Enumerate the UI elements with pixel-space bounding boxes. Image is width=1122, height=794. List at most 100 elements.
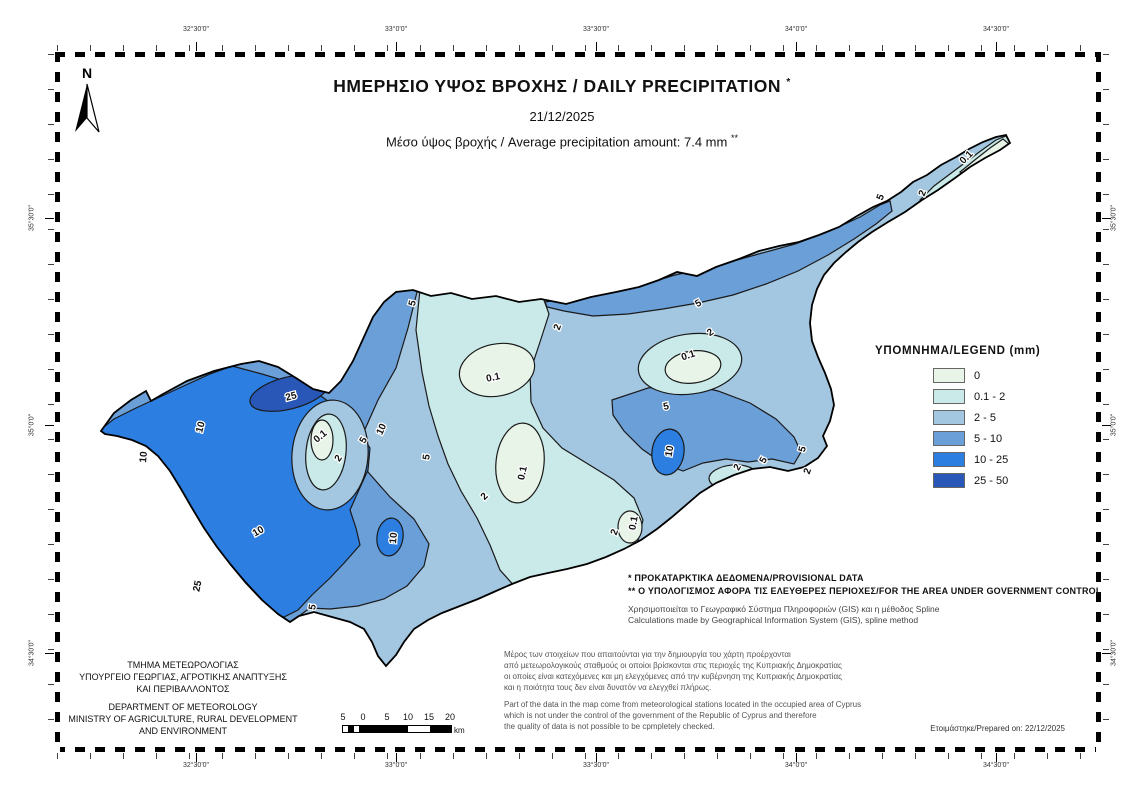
credit-line: ΚΑΙ ΠΕΡΙΒΑΛΛΟΝΤΟΣ bbox=[136, 684, 230, 694]
legend-item: 5 - 10 bbox=[875, 428, 1085, 449]
legend-item: 0.1 - 2 bbox=[875, 386, 1085, 407]
major-tick bbox=[796, 753, 797, 762]
lat-label-left: 35°30'0" bbox=[28, 204, 36, 232]
major-tick bbox=[396, 753, 397, 762]
contour-label: 0.1 bbox=[485, 371, 501, 385]
major-tick bbox=[196, 42, 197, 51]
major-tick bbox=[596, 753, 597, 762]
map-frame-right bbox=[1096, 52, 1101, 752]
major-tick bbox=[996, 42, 997, 51]
lon-label-top: 32°30'0" bbox=[182, 26, 210, 33]
legend-title: ΥΠΟΜΝΗΜΑ/LEGEND (mm) bbox=[875, 345, 1041, 357]
credits-block: ΤΜΗΜΑ ΜΕΤΕΩΡΟΛΟΓΙΑΣ ΥΠΟΥΡΓΕΙΟ ΓΕΩΡΓΙΑΣ, … bbox=[57, 659, 309, 737]
legend-item: 25 - 50 bbox=[875, 470, 1085, 491]
legend-label: 10 - 25 bbox=[974, 453, 1009, 466]
contour-label: 10 bbox=[138, 451, 150, 463]
contour-label: 10 bbox=[388, 532, 400, 544]
north-letter: N bbox=[82, 65, 92, 81]
minor-ticks-left bbox=[48, 54, 54, 750]
legend-swatch bbox=[933, 452, 965, 467]
map-frame-bottom bbox=[55, 747, 1101, 752]
note-government-control: ** Ο ΥΠΟΛΟΓΙΣΜΟΣ ΑΦΟΡΑ ΤΙΣ ΕΛΕΥΘΕΡΕΣ ΠΕΡ… bbox=[628, 586, 1102, 596]
coastline bbox=[99, 133, 1012, 668]
lon-label-bottom: 34°0'0" bbox=[784, 762, 808, 769]
region-central-0-a bbox=[458, 342, 536, 398]
prepared-on: Ετοιμάστηκε/Prepared on: 22/12/2025 bbox=[930, 724, 1065, 733]
region-east-10-25 bbox=[651, 428, 685, 476]
legend-item: 10 - 25 bbox=[875, 449, 1085, 470]
legend-swatch bbox=[933, 368, 965, 383]
contour-label: 5 bbox=[662, 401, 670, 413]
contour-label: 25 bbox=[191, 579, 204, 593]
page-title: ΗΜΕΡΗΣΙΟ ΥΨΟΣ ΒΡΟΧΗΣ / DAILY PRECIPITATI… bbox=[333, 76, 791, 96]
major-tick bbox=[396, 42, 397, 51]
credit-line: DEPARTMENT OF METEOROLOGY bbox=[108, 702, 258, 712]
major-tick bbox=[45, 653, 54, 654]
legend-swatch bbox=[933, 473, 965, 488]
credit-line: MINISTRY OF AGRICULTURE, RURAL DEVELOPME… bbox=[68, 714, 298, 724]
disclaimer-line: Μέρος των στοιχείων που απαιτούνται για … bbox=[504, 650, 791, 659]
credit-line: ΥΠΟΥΡΓΕΙΟ ΓΕΩΡΓΙΑΣ, ΑΓΡΟΤΙΚΗΣ ΑΝΑΠΤΥΞΗΣ bbox=[79, 672, 287, 682]
disclaimer-line: και η ποιότητα τους δεν είναι δυνατόν να… bbox=[504, 683, 712, 692]
lat-label-left: 34°30'0" bbox=[28, 639, 36, 667]
contour-label: 5 bbox=[307, 603, 319, 611]
minor-ticks-bottom bbox=[57, 753, 1099, 759]
disclaimer-line: οι οποίες είναι κατεχόμενες και μη ελεγχ… bbox=[504, 672, 842, 681]
contour-label: 0.1 bbox=[627, 515, 640, 531]
major-tick bbox=[1102, 653, 1111, 654]
region-central-0-b bbox=[495, 422, 545, 504]
lon-label-bottom: 32°30'0" bbox=[182, 762, 210, 769]
contour-label: 2 bbox=[802, 466, 814, 475]
lat-label-right: 34°30'0" bbox=[1110, 639, 1118, 667]
region-east-0 bbox=[664, 350, 722, 384]
lon-label-bottom: 33°0'0" bbox=[384, 762, 408, 769]
major-tick bbox=[45, 218, 54, 219]
map-frame-left bbox=[55, 52, 60, 752]
north-arrow: N bbox=[66, 64, 108, 143]
credit-line: ΤΜΗΜΑ ΜΕΤΕΩΡΟΛΟΓΙΑΣ bbox=[127, 660, 239, 670]
credit-line: AND ENVIRONMENT bbox=[138, 726, 227, 736]
lat-label-right: 35°0'0" bbox=[1110, 413, 1118, 437]
major-tick bbox=[996, 753, 997, 762]
major-tick bbox=[596, 42, 597, 51]
contour-label: 25 bbox=[284, 390, 298, 404]
region-south-0 bbox=[617, 510, 643, 544]
legend-item: 0 bbox=[875, 365, 1085, 386]
legend: ΥΠΟΜΝΗΜΑ/LEGEND (mm) 0 0.1 - 2 2 - 5 5 -… bbox=[875, 345, 1085, 491]
scale-tick: 15 bbox=[423, 712, 435, 722]
map-subtitle: Μέσο ύψος βροχής / Average precipitation… bbox=[386, 133, 738, 150]
lon-label-bottom: 34°30'0" bbox=[982, 762, 1010, 769]
scale-tick: 10 bbox=[402, 712, 414, 722]
north-arrow-left-half bbox=[75, 84, 87, 132]
note-gis-en: Calculations made by Geographical Inform… bbox=[628, 615, 919, 625]
notes-block: * ΠΡΟΚΑΤΑΡΚΤΙΚΑ ΔΕΔΟΜΕΝΑ/PROVISIONAL DAT… bbox=[628, 572, 1102, 626]
subtitle-asterisks: ** bbox=[730, 133, 738, 143]
scale-tick: 5 bbox=[384, 712, 390, 722]
legend-swatch bbox=[933, 389, 965, 404]
disclaimer-block: Μέρος των στοιχείων που απαιτούνται για … bbox=[504, 649, 861, 732]
lon-label-bottom: 33°30'0" bbox=[582, 762, 610, 769]
lat-label-right: 35°30'0" bbox=[1110, 204, 1118, 232]
scale-tick: 0 bbox=[360, 712, 366, 722]
disclaimer-line: which is not under the control of the go… bbox=[504, 711, 817, 720]
contour-label: 5 bbox=[875, 192, 887, 202]
lon-label-top: 34°0'0" bbox=[784, 26, 808, 33]
region-south-10-25 bbox=[376, 517, 404, 557]
scale-bar: 5 0 5 10 15 20 km bbox=[335, 712, 475, 738]
legend-label: 0.1 - 2 bbox=[974, 390, 1006, 403]
north-arrow-right-half bbox=[86, 83, 100, 133]
scale-tick: 20 bbox=[444, 712, 456, 722]
legend-label: 0 bbox=[974, 369, 981, 382]
major-tick bbox=[796, 42, 797, 51]
legend-swatch bbox=[933, 431, 965, 446]
minor-ticks-top bbox=[57, 45, 1099, 51]
legend-label: 2 - 5 bbox=[974, 411, 997, 424]
title-block: ΗΜΕΡΗΣΙΟ ΥΨΟΣ ΒΡΟΧΗΣ / DAILY PRECIPITATI… bbox=[187, 76, 937, 149]
scale-tick: 5 bbox=[340, 712, 346, 722]
contour-label: 5 bbox=[797, 445, 809, 454]
scale-unit: km bbox=[454, 726, 465, 735]
lon-label-top: 33°30'0" bbox=[582, 26, 610, 33]
contour-label: 5 bbox=[421, 453, 433, 460]
